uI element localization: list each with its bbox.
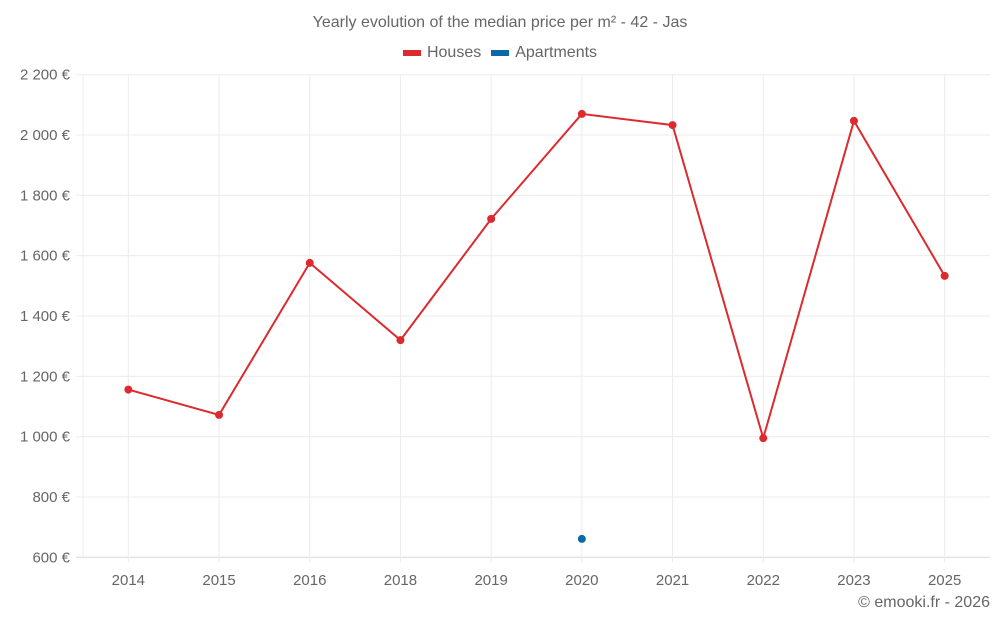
x-tick-label: 2023 [837, 572, 870, 589]
chart-legend: Houses Apartments [0, 44, 1000, 62]
data-point-houses[interactable] [849, 116, 858, 125]
data-point-houses[interactable] [940, 271, 949, 280]
legend-swatch-apartments [491, 50, 510, 56]
x-tick-label: 2025 [928, 572, 961, 589]
legend-swatch-houses [402, 50, 421, 56]
x-tick-label: 2020 [565, 572, 598, 589]
data-point-houses[interactable] [668, 121, 677, 130]
x-axis: 2014 2015 2016 2018 2019 2020 2021 2022 2023 2025 [112, 572, 962, 589]
y-tick-label: 2 200 € [20, 67, 71, 84]
y-axis: 600 € 800 € 1 000 € 1 200 € 1 400 € 1 600 € 1 … [20, 67, 71, 567]
y-tick-label: 1 600 € [20, 248, 71, 265]
x-tick-label: 2014 [112, 572, 145, 589]
x-tick-label: 2018 [384, 572, 417, 589]
data-point-houses[interactable] [124, 385, 133, 394]
x-tick-label: 2015 [202, 572, 235, 589]
legend-label-houses: Houses [426, 44, 482, 61]
y-tick-label: 600 € [32, 549, 70, 566]
x-tick-label: 2016 [293, 572, 326, 589]
y-tick-label: 2 000 € [20, 127, 71, 144]
copyright-credit: © emooki.fr - 2026 [858, 594, 990, 611]
data-point-houses[interactable] [759, 434, 768, 443]
series-line-houses [128, 112, 946, 442]
data-point-houses[interactable] [396, 336, 405, 345]
data-point-apartments[interactable] [577, 534, 586, 543]
chart-title: Yearly evolution of the median price per… [312, 14, 688, 31]
legend-item-apartments[interactable]: Apartments [491, 44, 597, 62]
data-point-houses[interactable] [487, 214, 496, 223]
x-tick-label: 2021 [656, 572, 689, 589]
grid-lines [76, 74, 990, 563]
data-point-houses[interactable] [577, 109, 586, 118]
y-tick-label: 1 000 € [20, 429, 71, 446]
y-tick-label: 800 € [32, 489, 70, 506]
legend-item-houses[interactable]: Houses [402, 44, 482, 62]
legend-label-apartments: Apartments [515, 44, 598, 61]
data-point-houses[interactable] [305, 258, 314, 267]
x-tick-label: 2019 [474, 572, 507, 589]
y-tick-label: 1 400 € [20, 308, 71, 325]
data-point-houses[interactable] [215, 410, 224, 419]
x-tick-label: 2022 [747, 572, 780, 589]
data-series [124, 109, 949, 543]
y-tick-label: 1 200 € [20, 368, 71, 385]
y-tick-label: 1 800 € [20, 187, 71, 204]
